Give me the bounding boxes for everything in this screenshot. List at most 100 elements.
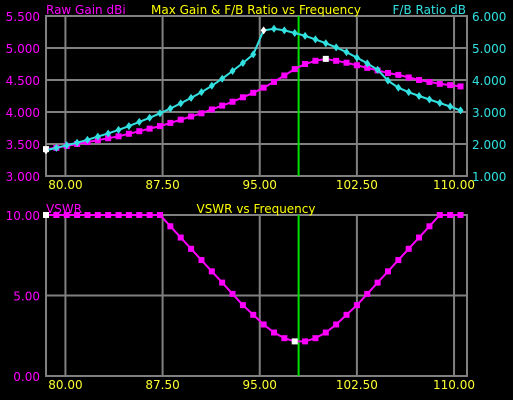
top-tick-labels: 3.000 3.500 4.000 4.500 5.000 5.500 1.000 2.000… [6,10,507,192]
frequency-tick-label: 95.00 [243,378,277,392]
vswr-point [312,335,319,342]
frequency-tick-label: 102.50 [336,378,378,392]
vswr-point [281,335,288,342]
fb-tick-label: 6.000 [472,10,506,24]
gain-point [312,57,319,64]
frequency-tick-label: 80.00 [48,178,82,192]
fb-ratio-point [229,67,236,76]
vswr-point [74,212,81,218]
frequency-tick-label: 102.50 [336,178,378,192]
fb-ratio-point [291,28,298,37]
fb-ratio-point [322,39,329,48]
gain-point [405,74,412,81]
fb-ratio-point [84,135,91,144]
gain-point [447,82,454,89]
bottom-series [43,212,464,345]
gain-point [322,55,329,62]
vswr-point [239,302,246,309]
gain-point [343,59,350,66]
fb-ratio-point [156,109,163,118]
gain-point [198,110,205,117]
fb-tick-label: 3.000 [472,106,506,120]
vswr-tick-label: 5.00 [13,290,40,304]
gain-point [136,128,143,135]
gain-axis-label: Raw Gain dBi [46,3,126,17]
fb-tick-label: 5.000 [472,42,506,56]
vswr-point [384,268,391,275]
fb-ratio-point [270,24,277,33]
fb-ratio-point [302,31,309,40]
gain-point [125,130,132,137]
fb-ratio-point [125,122,132,131]
fb-ratio-point [250,50,257,59]
gain-tick-label: 4.500 [6,74,40,88]
vswr-point [353,302,360,309]
fb-ratio-point [364,59,371,68]
fb-tick-label: 1.000 [472,170,506,184]
fb-ratio-point [426,95,433,104]
gain-point [281,72,288,79]
fb-ratio-point [239,59,246,68]
fb-ratio-point [219,74,226,83]
vswr-point [436,212,443,218]
gain-point [239,94,246,101]
vswr-point [43,212,49,218]
vswr-point [146,212,153,218]
vswr-point [447,212,454,218]
vswr-point [84,212,91,218]
gain-point [333,57,340,64]
vswr-point [291,338,298,345]
fb-ratio-point [416,92,423,100]
fb-ratio-point [447,102,454,111]
fb-ratio-point [333,43,340,52]
vswr-point [219,279,226,286]
vswr-point [63,212,70,218]
fb-ratio-point [260,26,267,35]
top-series [43,24,464,155]
frequency-tick-label: 80.00 [48,378,82,392]
gain-point [167,119,174,126]
frequency-tick-label: 110.00 [433,178,475,192]
top-grid [45,15,468,177]
vswr-point [188,245,195,252]
fb-ratio-point [343,48,350,57]
gain-point [270,78,277,85]
vswr-point [136,212,143,218]
fb-ratio-point [177,99,184,108]
gain-point [115,133,122,140]
gain-point [353,62,360,69]
fb-ratio-point [353,53,360,62]
vswr-point [364,290,371,297]
fb-ratio-point [94,132,101,141]
gain-point [395,71,402,78]
frequency-tick-label: 87.50 [145,378,179,392]
vswr-axis-label: VSWR [46,202,82,216]
fb-ratio-point [146,113,153,122]
vswr-point [115,212,122,218]
gain-point [364,64,371,71]
gain-point [146,125,153,132]
fb-ratio-point [208,81,215,90]
vswr-point [208,268,215,275]
fb-ratio-point [374,65,381,74]
vswr-point [167,223,174,230]
gain-point [177,116,184,123]
vswr-point [198,257,205,264]
gain-point [302,61,309,67]
gain-point [219,102,226,109]
frequency-tick-label: 87.50 [145,178,179,192]
gain-tick-label: 3.000 [6,170,40,184]
gain-point [260,84,267,91]
gain-point [416,77,423,83]
gain-point [436,80,443,87]
gain-point [188,113,195,120]
gain-point [250,89,257,96]
gain-fb-chart: 3.000 3.500 4.000 4.500 5.000 5.500 1.000 2.000… [6,3,507,192]
gain-point [156,123,163,130]
vswr-point [105,212,112,218]
fb-axis-label: F/B Ratio dB [393,3,466,17]
gain-tick-label: 4.000 [6,106,40,120]
vswr-point [457,212,464,218]
